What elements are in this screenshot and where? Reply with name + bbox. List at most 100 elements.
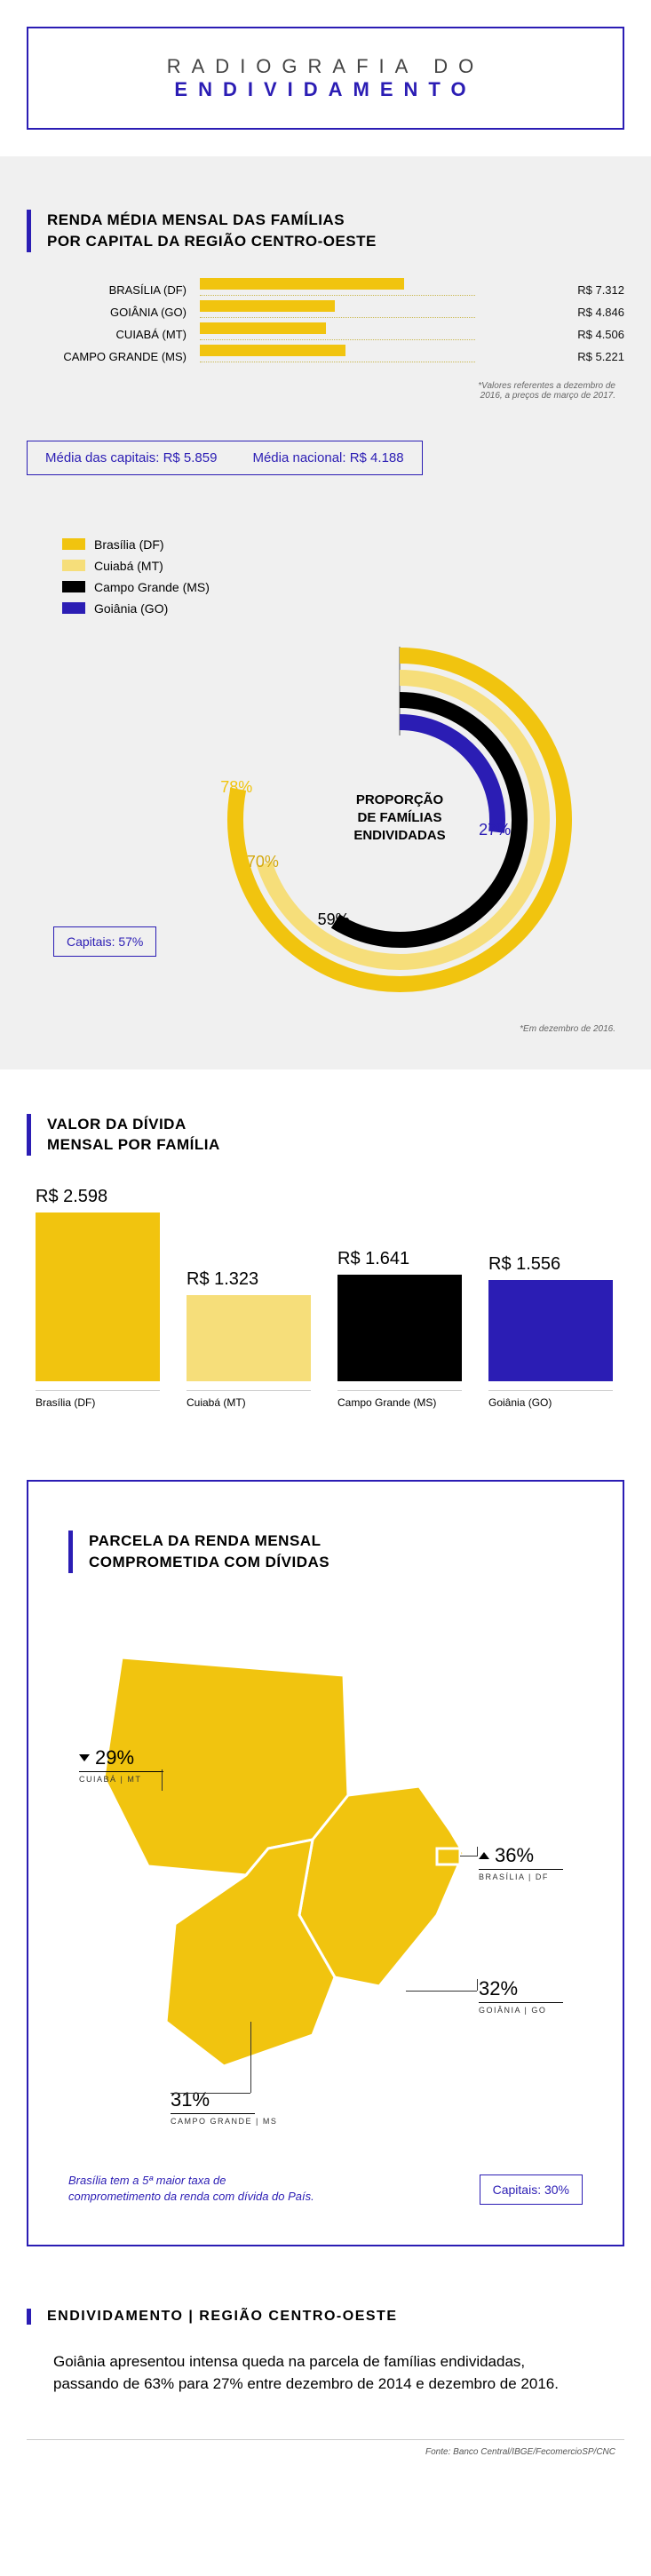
bar-col: R$ 2.598 Brasília (DF) (36, 1187, 164, 1409)
income-value: R$ 5.221 (567, 350, 624, 363)
radial-pct-label: 78% (220, 778, 252, 797)
callout-connector-line (162, 1769, 163, 1791)
income-value: R$ 4.506 (567, 328, 624, 341)
income-value: R$ 4.846 (567, 306, 624, 319)
blue-bar-icon (27, 210, 31, 252)
legend: Brasília (DF) Cuiabá (MT) Campo Grande (MS… (62, 537, 624, 616)
legend-label: Cuiabá (MT) (94, 559, 163, 573)
callout-connector-line (477, 1847, 478, 1856)
legend-item: Goiânia (GO) (62, 601, 624, 616)
map-callout: 31% CAMPO GRANDE | MS (171, 2088, 277, 2126)
bar-label: Goiânia (GO) (488, 1390, 613, 1409)
income-row: BRASÍLIA (DF) R$ 7.312 (62, 283, 624, 297)
bar-value: R$ 2.598 (36, 1187, 107, 1207)
legend-item: Brasília (DF) (62, 537, 624, 552)
income-label: BRASÍLIA (DF) (62, 283, 200, 297)
radial-pct-label: 27% (479, 821, 511, 839)
callout-line (479, 1869, 563, 1870)
map-capitais-value: 30% (544, 2182, 569, 2197)
blue-bar-icon (68, 1530, 73, 1573)
callout-pct: 31% (171, 2088, 277, 2111)
legend-item: Campo Grande (MS) (62, 580, 624, 594)
income-row: GOIÂNIA (GO) R$ 4.846 (62, 306, 624, 319)
avg-nacional-value: R$ 4.188 (350, 450, 404, 465)
callout-label: BRASÍLIA | DF (479, 1872, 563, 1881)
legend-label: Brasília (DF) (94, 537, 164, 552)
bar-label: Campo Grande (MS) (337, 1390, 462, 1409)
callout-label: CAMPO GRANDE | MS (171, 2117, 277, 2126)
bar-rect (337, 1275, 462, 1381)
callout-connector-line (477, 1979, 478, 1991)
radial-svg: PROPORÇÃO DE FAMÍLIAS ENDIVIDADAS (178, 642, 586, 1015)
map-callout: 36% BRASÍLIA | DF (479, 1844, 563, 1881)
averages-box: Média das capitais: R$ 5.859 Média nacio… (27, 441, 423, 475)
legend-label: Goiânia (GO) (94, 601, 168, 616)
legend-label: Campo Grande (MS) (94, 580, 210, 594)
callout-label: CUIABÁ | MT (79, 1775, 163, 1784)
bar-label: Brasília (DF) (36, 1390, 160, 1409)
triangle-down-icon (79, 1754, 90, 1761)
callout-pct: 36% (479, 1844, 563, 1867)
income-bar-track (200, 283, 475, 296)
bar-rect (488, 1280, 613, 1381)
income-title: RENDA MÉDIA MENSAL DAS FAMÍLIASPOR CAPIT… (47, 210, 377, 252)
map-callout: 29% CUIABÁ | MT (79, 1746, 163, 1784)
bar-rect (187, 1295, 311, 1381)
income-value: R$ 7.312 (567, 283, 624, 297)
debt-bars-chart: R$ 2.598 Brasília (DF)R$ 1.323 Cuiabá (M… (36, 1187, 624, 1409)
callout-pct: 29% (79, 1746, 163, 1769)
income-bar (200, 278, 404, 290)
final-text: Goiânia apresentou intensa queda na parc… (53, 2351, 568, 2395)
radial-pct-label: 70% (247, 853, 279, 871)
capitais-value: 57% (118, 934, 143, 949)
legend-item: Cuiabá (MT) (62, 559, 624, 573)
callout-connector-line (406, 1991, 477, 1992)
income-bar (200, 322, 326, 334)
income-label: GOIÂNIA (GO) (62, 306, 200, 319)
income-bar (200, 345, 345, 356)
income-label: CUIABÁ (MT) (62, 328, 200, 341)
bar-label: Cuiabá (MT) (187, 1390, 311, 1409)
map-wrap: 29% CUIABÁ | MT 36% BRASÍLIA | DF 32% GOIÂ… (68, 1604, 583, 2155)
callout-line (479, 2002, 563, 2003)
income-row: CAMPO GRANDE (MS) R$ 5.221 (62, 350, 624, 363)
bar-value: R$ 1.641 (337, 1249, 409, 1269)
map-capitais-box: Capitais: 30% (480, 2174, 583, 2205)
debt-section: VALOR DA DÍVIDAMENSAL POR FAMÍLIA R$ 2.5… (0, 1069, 651, 1454)
svg-text:ENDIVIDADAS: ENDIVIDADAS (353, 828, 445, 843)
header-bold: ENDIVIDAMENTO (174, 78, 476, 100)
debt-title-wrap: VALOR DA DÍVIDAMENSAL POR FAMÍLIA (27, 1114, 624, 1157)
bar-value: R$ 1.323 (187, 1269, 258, 1290)
map-callout: 32% GOIÂNIA | GO (479, 1977, 563, 2015)
income-label: CAMPO GRANDE (MS) (62, 350, 200, 363)
income-row: CUIABÁ (MT) R$ 4.506 (62, 328, 624, 341)
map-title-wrap: PARCELA DA RENDA MENSALCOMPROMETIDA COM … (68, 1530, 583, 1573)
final-title-wrap: ENDIVIDAMENTO | REGIÃO CENTRO-OESTE (27, 2309, 624, 2325)
svg-text:PROPORÇÃO: PROPORÇÃO (356, 791, 444, 807)
capitais-label: Capitais: (67, 934, 115, 949)
bar-col: R$ 1.323 Cuiabá (MT) (187, 1269, 315, 1409)
avg-nacional-label: Média nacional: (252, 450, 345, 465)
callout-line (171, 2113, 255, 2114)
capitais-box: Capitais: 57% (53, 926, 156, 957)
callout-connector-line (171, 2093, 250, 2094)
map-svg (68, 1640, 566, 2137)
blue-bar-icon (27, 2309, 31, 2325)
map-title: PARCELA DA RENDA MENSALCOMPROMETIDA COM … (89, 1530, 329, 1573)
income-title-wrap: RENDA MÉDIA MENSAL DAS FAMÍLIASPOR CAPIT… (27, 210, 624, 252)
income-bar-track (200, 350, 475, 362)
income-bar-track (200, 328, 475, 340)
source-text: Fonte: Banco Central/IBGE/FecomercioSP/C… (27, 2439, 624, 2457)
gray-section: RENDA MÉDIA MENSAL DAS FAMÍLIASPOR CAPIT… (0, 156, 651, 1069)
blue-bar-icon (27, 1114, 31, 1157)
radial-chart: PROPORÇÃODE FAMÍLIASENDIVIDADAS 78%70%59… (27, 642, 624, 1024)
header-box: RADIOGRAFIA DO ENDIVIDAMENTO (27, 27, 624, 130)
svg-text:DE FAMÍLIAS: DE FAMÍLIAS (357, 810, 441, 825)
legend-swatch (62, 538, 85, 550)
avg-capitais-label: Média das capitais: (45, 450, 159, 465)
map-section: PARCELA DA RENDA MENSALCOMPROMETIDA COM … (27, 1480, 624, 2246)
final-section: ENDIVIDAMENTO | REGIÃO CENTRO-OESTE Goiâ… (0, 2273, 651, 2484)
bar-col: R$ 1.556 Goiânia (GO) (488, 1254, 617, 1409)
income-bars-chart: BRASÍLIA (DF) R$ 7.312 GOIÂNIA (GO) R$ 4.… (62, 283, 624, 363)
map-note: Brasília tem a 5ª maior taxa decompromet… (68, 2173, 314, 2205)
